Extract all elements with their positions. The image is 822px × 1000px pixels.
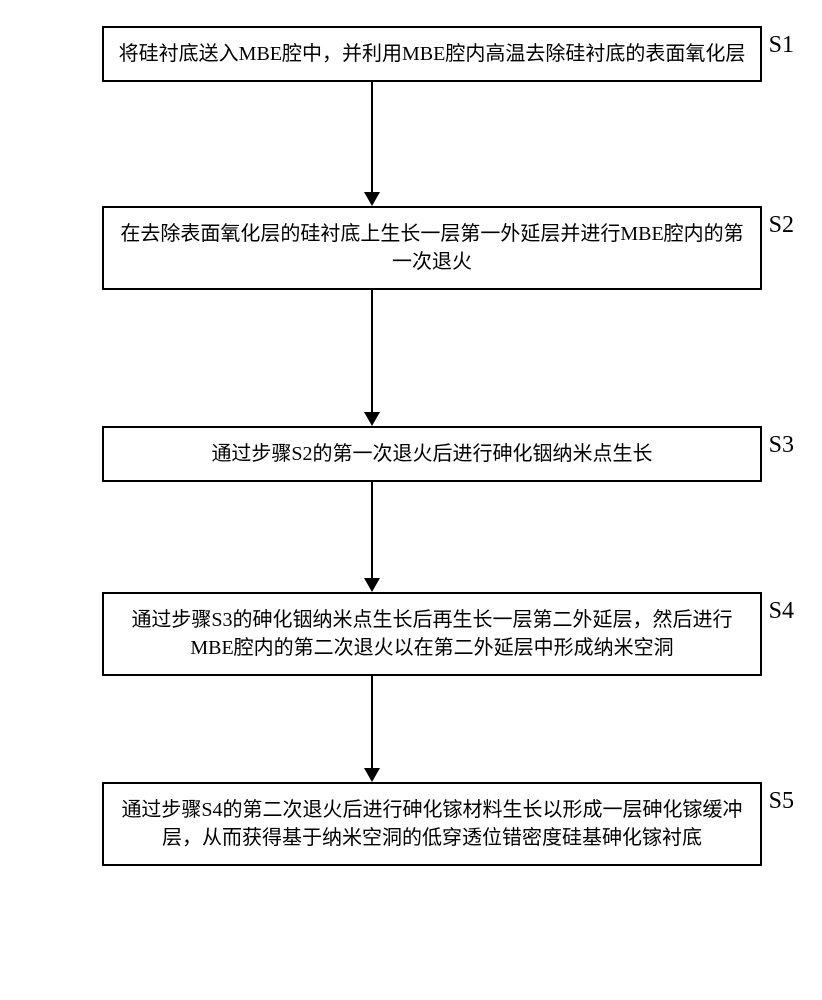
text-s4: 通过步骤S3的砷化铟纳米点生长后再生长一层第二外延层，然后进行MBE腔内的第二次…: [118, 606, 746, 662]
arrow-head-2: [364, 412, 380, 426]
box-s2: 在去除表面氧化层的硅衬底上生长一层第一外延层并进行MBE腔内的第一次退火: [102, 206, 762, 290]
arrow-s1-s2: [42, 82, 702, 206]
flowchart-container: S1 将硅衬底送入MBE腔中，并利用MBE腔内高温去除硅衬底的表面氧化层 S2 …: [0, 0, 822, 1000]
label-s4: S4: [769, 598, 794, 625]
step-s1: S1 将硅衬底送入MBE腔中，并利用MBE腔内高温去除硅衬底的表面氧化层: [0, 26, 822, 82]
box-s1: 将硅衬底送入MBE腔中，并利用MBE腔内高温去除硅衬底的表面氧化层: [102, 26, 762, 82]
step-s2: S2 在去除表面氧化层的硅衬底上生长一层第一外延层并进行MBE腔内的第一次退火: [0, 206, 822, 290]
arrow-s2-s3: [42, 290, 702, 426]
arrow-head-1: [364, 192, 380, 206]
arrow-s4-s5: [42, 676, 702, 782]
arrow-line-2: [371, 290, 373, 412]
text-s2: 在去除表面氧化层的硅衬底上生长一层第一外延层并进行MBE腔内的第一次退火: [118, 220, 746, 276]
text-s1: 将硅衬底送入MBE腔中，并利用MBE腔内高温去除硅衬底的表面氧化层: [118, 40, 746, 68]
arrow-head-4: [364, 768, 380, 782]
step-s3: S3 通过步骤S2的第一次退火后进行砷化铟纳米点生长: [0, 426, 822, 482]
step-s5: S5 通过步骤S4的第二次退火后进行砷化镓材料生长以形成一层砷化镓缓冲层，从而获…: [0, 782, 822, 866]
arrow-s3-s4: [42, 482, 702, 592]
box-s5: 通过步骤S4的第二次退火后进行砷化镓材料生长以形成一层砷化镓缓冲层，从而获得基于…: [102, 782, 762, 866]
label-s3: S3: [769, 432, 794, 459]
arrow-line-3: [371, 482, 373, 578]
label-s2: S2: [769, 212, 794, 239]
step-s4: S4 通过步骤S3的砷化铟纳米点生长后再生长一层第二外延层，然后进行MBE腔内的…: [0, 592, 822, 676]
text-s5: 通过步骤S4的第二次退火后进行砷化镓材料生长以形成一层砷化镓缓冲层，从而获得基于…: [118, 796, 746, 852]
text-s3: 通过步骤S2的第一次退火后进行砷化铟纳米点生长: [118, 440, 746, 468]
arrow-line-1: [371, 82, 373, 192]
arrow-head-3: [364, 578, 380, 592]
label-s1: S1: [769, 32, 794, 59]
box-s4: 通过步骤S3的砷化铟纳米点生长后再生长一层第二外延层，然后进行MBE腔内的第二次…: [102, 592, 762, 676]
arrow-line-4: [371, 676, 373, 768]
label-s5: S5: [769, 788, 794, 815]
box-s3: 通过步骤S2的第一次退火后进行砷化铟纳米点生长: [102, 426, 762, 482]
